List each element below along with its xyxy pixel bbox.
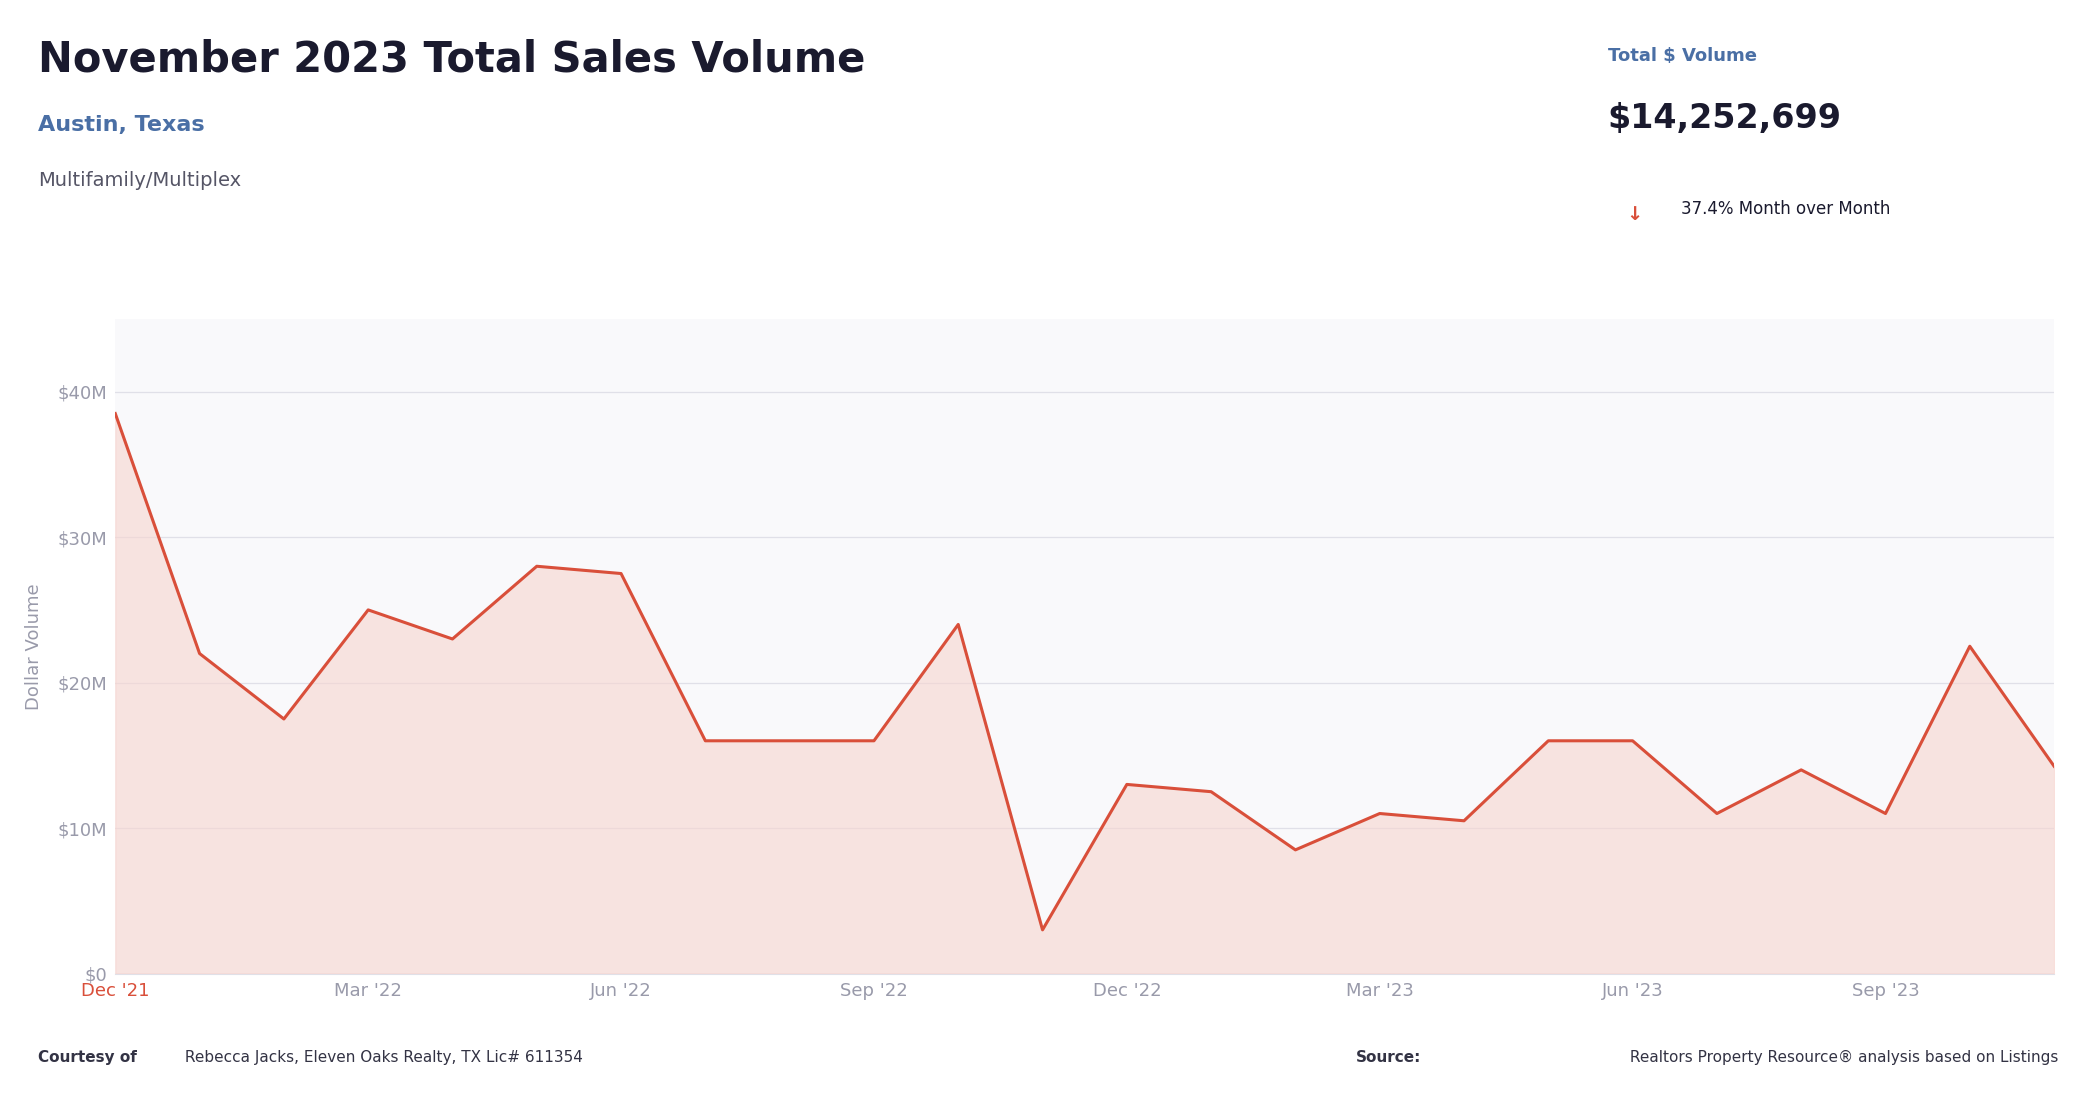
Text: Rebecca Jacks, Eleven Oaks Realty, TX Lic# 611354: Rebecca Jacks, Eleven Oaks Realty, TX Li… [180, 1049, 583, 1065]
Text: 37.4% Month over Month: 37.4% Month over Month [1681, 200, 1891, 218]
Text: Source:: Source: [1356, 1049, 1421, 1065]
Text: Multifamily/Multiplex: Multifamily/Multiplex [38, 170, 241, 189]
Y-axis label: Dollar Volume: Dollar Volume [25, 583, 44, 710]
Text: Courtesy of: Courtesy of [38, 1049, 136, 1065]
Text: $14,252,699: $14,252,699 [1608, 102, 1842, 135]
Text: November 2023 Total Sales Volume: November 2023 Total Sales Volume [38, 39, 866, 80]
Text: ↓: ↓ [1626, 205, 1643, 224]
Text: Austin, Texas: Austin, Texas [38, 116, 203, 135]
Text: Total $ Volume: Total $ Volume [1608, 47, 1756, 65]
Text: Realtors Property Resource® analysis based on Listings: Realtors Property Resource® analysis bas… [1624, 1049, 2058, 1065]
